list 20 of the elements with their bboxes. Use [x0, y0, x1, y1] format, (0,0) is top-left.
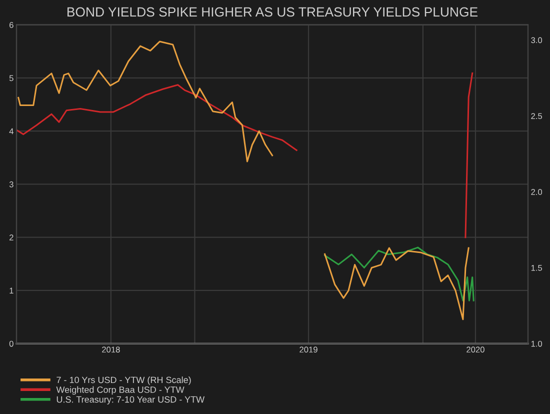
x-tick-label: 2018 [102, 346, 120, 353]
y2-tick-label: 3.0 [531, 37, 542, 44]
legend-label: 7 - 10 Yrs USD - YTW (RH Scale) [56, 376, 191, 385]
chart-title: BOND YIELDS SPIKE HIGHER AS US TREASURY YIELDS PLUNGE [68, 7, 478, 17]
y-tick-label: 5 [9, 75, 14, 82]
y-tick-label: 0 [9, 340, 14, 347]
y-tick-label: 4 [9, 128, 14, 134]
y-tick-label: 6 [10, 22, 14, 28]
y-tick-label: 1 [10, 288, 14, 294]
y2-tick-label: 1.5 [531, 265, 542, 271]
legend-label: Weighted Corp Baa USD - YTW [56, 386, 184, 395]
y2-tick-label: 1.0 [531, 340, 542, 347]
y-tick-label: 2 [10, 234, 14, 240]
x-tick-label: 2020 [466, 346, 484, 353]
line-series [324, 246, 474, 302]
legend-label: U.S. Treasury: 7-10 Year USD - YTW [56, 396, 205, 404]
y2-tick-label: 2.0 [531, 189, 542, 195]
y-tick-label: 3 [9, 181, 14, 188]
x-tick-label: 2019 [300, 346, 318, 353]
y2-tick-label: 2.5 [531, 113, 542, 120]
